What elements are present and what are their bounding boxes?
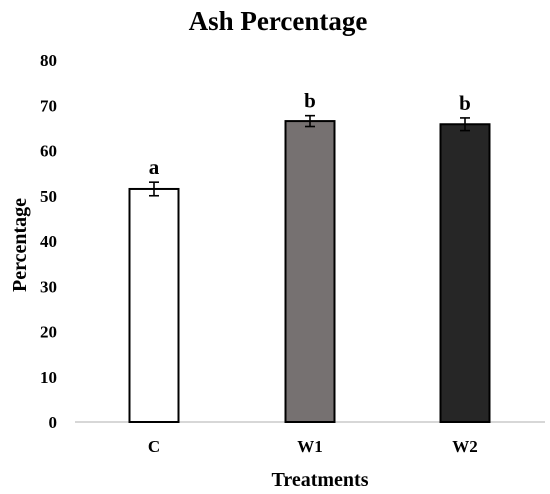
y-tick-label: 30 — [40, 277, 57, 296]
y-tick-label: 40 — [40, 232, 57, 251]
significance-label: b — [459, 91, 471, 115]
bar-W2 — [439, 123, 491, 423]
y-tick-label: 10 — [40, 368, 57, 387]
error-bar-W1 — [305, 114, 315, 128]
bars-group: a b b — [128, 89, 491, 424]
y-tick-label: 60 — [40, 142, 57, 161]
significance-label: b — [304, 89, 316, 113]
x-tick-label: C — [148, 437, 160, 456]
error-bar-C — [149, 181, 159, 197]
x-tick-labels: C W1 W2 — [148, 437, 478, 456]
chart-title: Ash Percentage — [189, 6, 368, 36]
y-tick-labels: 0 10 20 30 40 50 60 70 80 — [40, 51, 57, 432]
y-tick-label: 80 — [40, 51, 57, 70]
bar-W1 — [284, 120, 336, 424]
y-tick-label: 50 — [40, 187, 57, 206]
x-axis-label: Treatments — [271, 469, 368, 491]
error-bar-W2 — [460, 117, 470, 132]
y-tick-label: 70 — [40, 96, 57, 115]
y-tick-label: 20 — [40, 323, 57, 342]
x-tick-label: W1 — [297, 437, 323, 456]
y-tick-label: 0 — [49, 413, 58, 432]
bar-C — [128, 187, 180, 423]
significance-label: a — [149, 155, 160, 179]
x-tick-label: W2 — [452, 437, 478, 456]
y-axis-label: Percentage — [9, 198, 31, 292]
